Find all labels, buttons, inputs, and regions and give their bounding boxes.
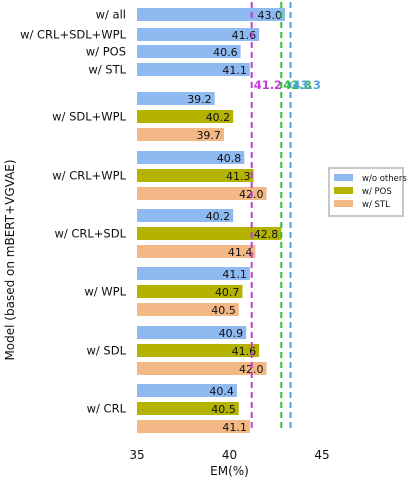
legend-label-0: w/o others bbox=[362, 174, 407, 184]
group-5-series-1-bar bbox=[137, 402, 239, 415]
group-4-series-1-bar bbox=[137, 344, 260, 357]
group-2-series-2-value-label: 41.4 bbox=[228, 246, 253, 259]
group-1-series-0-value-label: 40.8 bbox=[217, 152, 242, 165]
category-label-top-0: w/ all bbox=[96, 8, 126, 22]
group-2-series-0-value-label: 40.2 bbox=[206, 210, 231, 223]
category-label-group-3: w/ WPL bbox=[84, 285, 126, 299]
group-2-series-1-value-label: 42.8 bbox=[254, 228, 279, 241]
group-1-series-0-bar bbox=[137, 151, 245, 164]
legend-label-2: w/ STL bbox=[362, 200, 390, 210]
group-3-series-2-value-label: 40.5 bbox=[211, 304, 236, 317]
group-1-series-1-value-label: 41.3 bbox=[226, 170, 251, 183]
group-2-series-1-bar bbox=[137, 227, 282, 240]
group-0-series-1-bar bbox=[137, 110, 234, 123]
category-label-group-5: w/ CRL bbox=[87, 402, 127, 416]
category-label-top-1: w/ CRL+SDL+WPL bbox=[20, 28, 127, 42]
top-0-bar bbox=[137, 8, 285, 21]
y-axis-label: Model (based on mBERT+VGVAE) bbox=[3, 159, 17, 360]
group-4-series-1-value-label: 41.6 bbox=[232, 345, 257, 358]
top-1-bar bbox=[137, 28, 260, 41]
group-0-series-2-value-label: 39.7 bbox=[196, 129, 221, 142]
category-label-top-3: w/ STL bbox=[88, 63, 126, 77]
group-5-series-2-value-label: 41.1 bbox=[222, 421, 247, 434]
group-3-series-2-bar bbox=[137, 303, 239, 316]
group-5-series-2-bar bbox=[137, 420, 250, 433]
legend-swatch-2 bbox=[334, 200, 353, 207]
group-1-series-1-bar bbox=[137, 169, 254, 182]
reference-line-label-1: 42.8 bbox=[283, 78, 311, 92]
group-4-series-2-value-label: 42.0 bbox=[239, 363, 264, 376]
group-3-series-1-bar bbox=[137, 285, 243, 298]
group-3-series-0-value-label: 41.1 bbox=[222, 268, 247, 281]
group-3-series-1-value-label: 40.7 bbox=[215, 286, 240, 299]
group-5-series-0-bar bbox=[137, 384, 237, 397]
legend-swatch-0 bbox=[334, 174, 353, 181]
group-0-series-0-value-label: 39.2 bbox=[187, 93, 212, 106]
group-4-series-0-bar bbox=[137, 326, 247, 339]
category-label-group-0: w/ SDL+WPL bbox=[52, 110, 126, 124]
group-5-series-1-value-label: 40.5 bbox=[211, 403, 236, 416]
x-tick-label-0: 35 bbox=[129, 448, 144, 462]
top-3-bar bbox=[137, 63, 250, 76]
legend-label-1: w/ POS bbox=[362, 187, 392, 197]
top-0-value-label: 43.0 bbox=[258, 9, 283, 22]
legend-swatch-1 bbox=[334, 187, 353, 194]
group-4-series-2-bar bbox=[137, 362, 267, 375]
category-label-group-1: w/ CRL+WPL bbox=[52, 169, 126, 183]
group-0-series-0-bar bbox=[137, 92, 215, 105]
group-2-series-0-bar bbox=[137, 209, 234, 222]
top-2-bar bbox=[137, 45, 241, 58]
x-axis-label: EM(%) bbox=[210, 464, 249, 478]
top-3-value-label: 41.1 bbox=[222, 64, 247, 77]
x-tick-label-1: 40 bbox=[222, 448, 237, 462]
category-label-top-2: w/ POS bbox=[86, 45, 126, 59]
group-1-series-2-bar bbox=[137, 187, 267, 200]
reference-line-label-0: 41.2 bbox=[254, 78, 282, 92]
reference-line-label-2: 43.3 bbox=[293, 78, 321, 92]
top-1-value-label: 41.6 bbox=[232, 29, 257, 42]
category-label-group-4: w/ SDL bbox=[87, 344, 127, 358]
top-2-value-label: 40.6 bbox=[213, 46, 238, 59]
group-4-series-0-value-label: 40.9 bbox=[219, 327, 244, 340]
group-0-series-2-bar bbox=[137, 128, 224, 141]
group-0-series-1-value-label: 40.2 bbox=[206, 111, 231, 124]
category-label-group-2: w/ CRL+SDL bbox=[54, 227, 126, 241]
group-3-series-0-bar bbox=[137, 267, 250, 280]
group-2-series-2-bar bbox=[137, 245, 256, 258]
x-tick-label-2: 45 bbox=[314, 448, 329, 462]
group-5-series-0-value-label: 40.4 bbox=[209, 385, 234, 398]
